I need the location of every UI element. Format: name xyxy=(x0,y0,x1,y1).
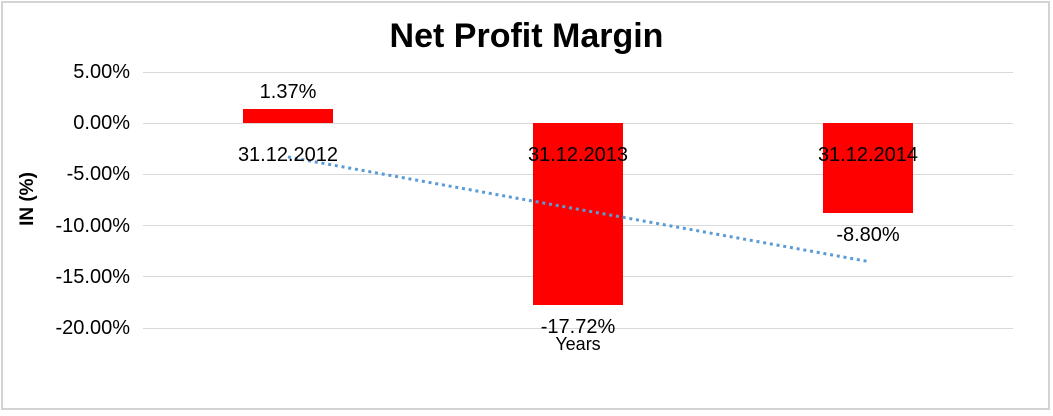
y-tick-label: 5.00% xyxy=(73,61,130,83)
category-label: 31.12.2012 xyxy=(237,144,339,167)
gridline xyxy=(143,327,1013,329)
x-axis-title: Years xyxy=(555,334,601,354)
bar xyxy=(533,123,623,305)
category-label: 31.12.2013 xyxy=(527,144,629,167)
chart-title: Net Profit Margin xyxy=(389,17,664,55)
bar-data-label: 1.37% xyxy=(259,81,317,104)
bar-data-label: -17.72% xyxy=(540,315,616,338)
y-tick-label: -10.00% xyxy=(55,214,131,237)
y-tick-label: 0.00% xyxy=(73,112,130,135)
y-tick-label: -15.00% xyxy=(55,265,131,288)
y-tick-label: -20.00% xyxy=(55,317,131,339)
bar-data-label: -8.80% xyxy=(836,224,900,247)
bar xyxy=(823,123,913,214)
category-label: 31.12.2014 xyxy=(817,144,919,167)
y-tick-label: -5.00% xyxy=(66,163,130,186)
bar xyxy=(243,109,333,124)
gridline xyxy=(143,71,1013,73)
